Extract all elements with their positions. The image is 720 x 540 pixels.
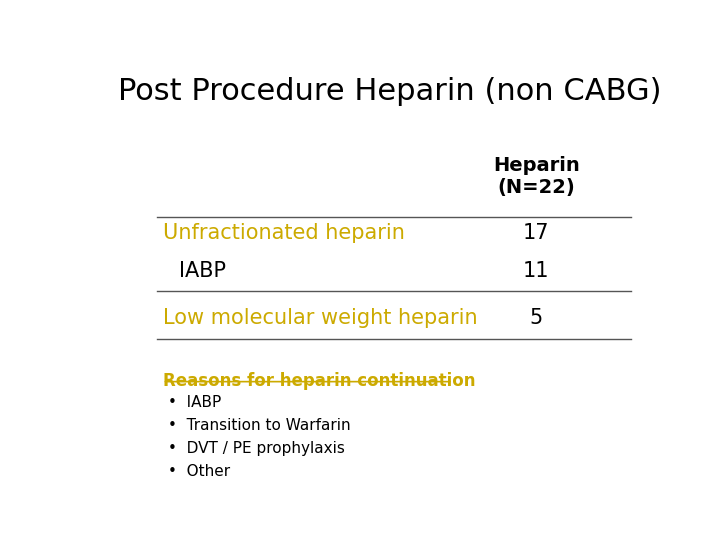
- Text: •  Other: • Other: [168, 464, 230, 479]
- Text: Post Procedure Heparin (non CABG): Post Procedure Heparin (non CABG): [118, 77, 662, 106]
- Text: Low molecular weight heparin: Low molecular weight heparin: [163, 308, 477, 328]
- Text: 17: 17: [523, 223, 549, 243]
- Text: IABP: IABP: [179, 261, 226, 281]
- Text: Reasons for heparin continuation: Reasons for heparin continuation: [163, 373, 475, 390]
- Text: •  DVT / PE prophylaxis: • DVT / PE prophylaxis: [168, 441, 345, 456]
- Text: Unfractionated heparin: Unfractionated heparin: [163, 223, 405, 243]
- Text: Heparin
(N=22): Heparin (N=22): [493, 156, 580, 197]
- Text: •  Transition to Warfarin: • Transition to Warfarin: [168, 418, 351, 433]
- Text: •  IABP: • IABP: [168, 395, 221, 410]
- Text: 11: 11: [523, 261, 549, 281]
- Text: 5: 5: [530, 308, 543, 328]
